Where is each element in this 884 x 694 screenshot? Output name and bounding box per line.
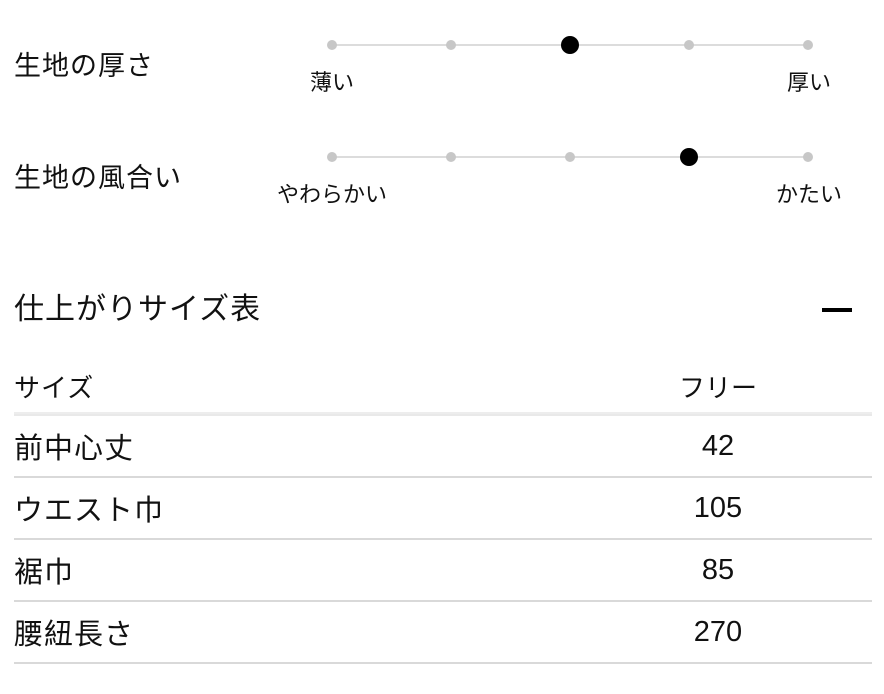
size-table-header-row: サイズ フリー xyxy=(14,360,872,412)
measurement-label: 裾巾 xyxy=(14,557,75,589)
header-divider xyxy=(14,412,872,416)
scale-dot xyxy=(327,40,337,50)
fabric-thickness-scale: 生地の厚さ 薄い 厚い xyxy=(0,0,884,110)
scale-max-label: かたい xyxy=(775,182,843,207)
fabric-texture-scale: 生地の風合い やわらかい かたい xyxy=(0,112,884,222)
collapse-section-button[interactable] xyxy=(814,296,860,324)
size-column-header: サイズ xyxy=(14,372,95,403)
scale-max-label: 厚い xyxy=(786,70,832,95)
scale-dot-active xyxy=(680,148,698,166)
scale-title: 生地の厚さ xyxy=(14,51,154,81)
scale-dot xyxy=(803,152,813,162)
scale-title: 生地の風合い xyxy=(14,163,182,193)
measurement-label: ウエスト巾 xyxy=(14,495,165,527)
measurement-label: 前中心丈 xyxy=(14,433,135,465)
table-row: ウエスト巾 105 xyxy=(14,478,872,540)
scale-min-label: やわらかい xyxy=(276,182,388,207)
scale-min-label: 薄い xyxy=(309,70,355,95)
table-row: 裾巾 85 xyxy=(14,540,872,602)
scale-dot xyxy=(684,40,694,50)
size-table-section-title: 仕上がりサイズ表 xyxy=(14,293,262,326)
scale-dot xyxy=(803,40,813,50)
scale-dot xyxy=(565,152,575,162)
minus-icon xyxy=(822,308,852,312)
measurement-value: 85 xyxy=(701,553,735,586)
scale-dot xyxy=(446,152,456,162)
free-size-column-header: フリー xyxy=(678,372,757,403)
scale-dot-active xyxy=(561,36,579,54)
measurement-value: 270 xyxy=(693,615,743,648)
size-table: サイズ フリー 前中心丈 42 ウエスト巾 105 裾巾 85 腰紐長さ 270 xyxy=(14,360,872,664)
measurement-value: 42 xyxy=(701,429,735,462)
table-row: 前中心丈 42 xyxy=(14,416,872,478)
table-row: 腰紐長さ 270 xyxy=(14,602,872,664)
measurement-value: 105 xyxy=(693,491,743,524)
scale-dot xyxy=(446,40,456,50)
measurement-label: 腰紐長さ xyxy=(14,619,135,651)
scale-dot xyxy=(327,152,337,162)
